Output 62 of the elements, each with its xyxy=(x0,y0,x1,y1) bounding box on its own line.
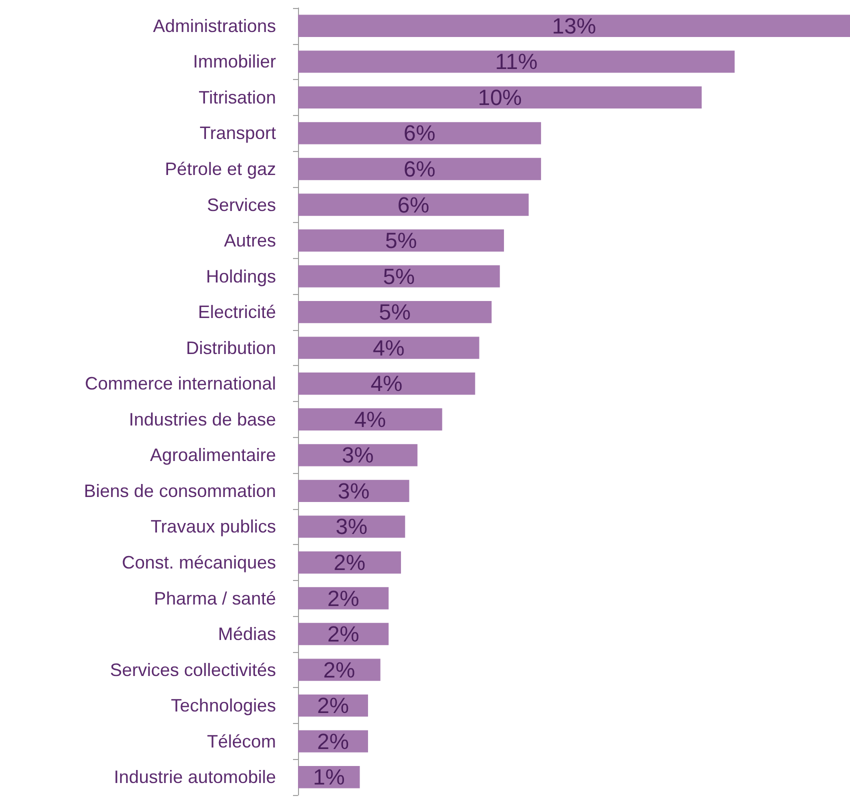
data-label: 11% xyxy=(495,49,538,74)
y-tick-label: Télécom xyxy=(206,731,276,752)
data-label: 4% xyxy=(370,371,402,396)
data-label: 5% xyxy=(383,264,415,289)
data-label: 5% xyxy=(378,300,411,325)
data-label: 5% xyxy=(385,228,417,254)
bar xyxy=(298,194,529,216)
y-tick-label: Services xyxy=(206,194,276,215)
y-tick-label: Titrisation xyxy=(198,87,276,108)
bar xyxy=(298,480,410,502)
bar xyxy=(298,444,418,466)
data-label: 2% xyxy=(323,657,356,682)
y-tick-label: Administrations xyxy=(152,16,276,36)
bar xyxy=(298,372,476,395)
bar xyxy=(298,587,389,610)
y-tick-label: Industries de base xyxy=(128,409,276,430)
bar xyxy=(298,265,500,288)
y-tick-label: Biens de consommation xyxy=(84,480,276,501)
y-tick-label: Commerce international xyxy=(84,374,276,394)
bar xyxy=(298,551,401,574)
data-label: 10% xyxy=(478,84,522,110)
data-label: 3% xyxy=(342,442,374,468)
data-label: 2% xyxy=(317,728,349,754)
y-tick-label: Travaux publics xyxy=(150,516,276,537)
y-tick-label: Industrie automobile xyxy=(114,767,276,788)
data-label: 3% xyxy=(336,514,368,540)
data-label: 2% xyxy=(327,586,360,611)
data-label: 4% xyxy=(354,406,386,432)
bar xyxy=(298,229,504,252)
bar xyxy=(298,336,480,359)
bar xyxy=(298,408,442,430)
y-tick-label: Pharma / santé xyxy=(154,588,276,608)
data-label: 6% xyxy=(397,192,430,218)
bar xyxy=(298,516,406,538)
data-label: 13% xyxy=(552,13,596,38)
data-label: 6% xyxy=(404,156,436,182)
y-tick-label: Distribution xyxy=(186,338,276,358)
data-label: 3% xyxy=(338,478,370,504)
y-tick-label: Autres xyxy=(224,230,276,251)
bar xyxy=(298,86,702,109)
bar xyxy=(298,50,735,73)
y-tick-label: Holdings xyxy=(206,266,276,286)
bar xyxy=(298,14,850,37)
bar xyxy=(298,658,380,681)
data-label: 4% xyxy=(372,335,405,360)
bar xyxy=(298,122,542,144)
data-label: 2% xyxy=(334,550,366,575)
y-tick-label: Technologies xyxy=(170,696,276,716)
data-label: 1% xyxy=(312,764,345,790)
data-label: 2% xyxy=(317,693,349,718)
bar xyxy=(298,158,542,180)
y-tick-label: Agroalimentaire xyxy=(150,445,276,466)
y-tick-label: Const. mécaniques xyxy=(122,552,276,572)
y-tick-label: Immobilier xyxy=(192,52,276,72)
y-tick-label: Services collectivités xyxy=(110,660,276,680)
y-tick-label: Electricité xyxy=(198,302,276,322)
bar xyxy=(298,300,492,324)
data-label: 6% xyxy=(404,120,436,146)
y-tick-label: Médias xyxy=(218,624,276,644)
y-tick-label: Pétrole et gaz xyxy=(164,158,276,179)
data-label: 2% xyxy=(327,622,360,647)
y-tick-label: Transport xyxy=(200,123,276,144)
